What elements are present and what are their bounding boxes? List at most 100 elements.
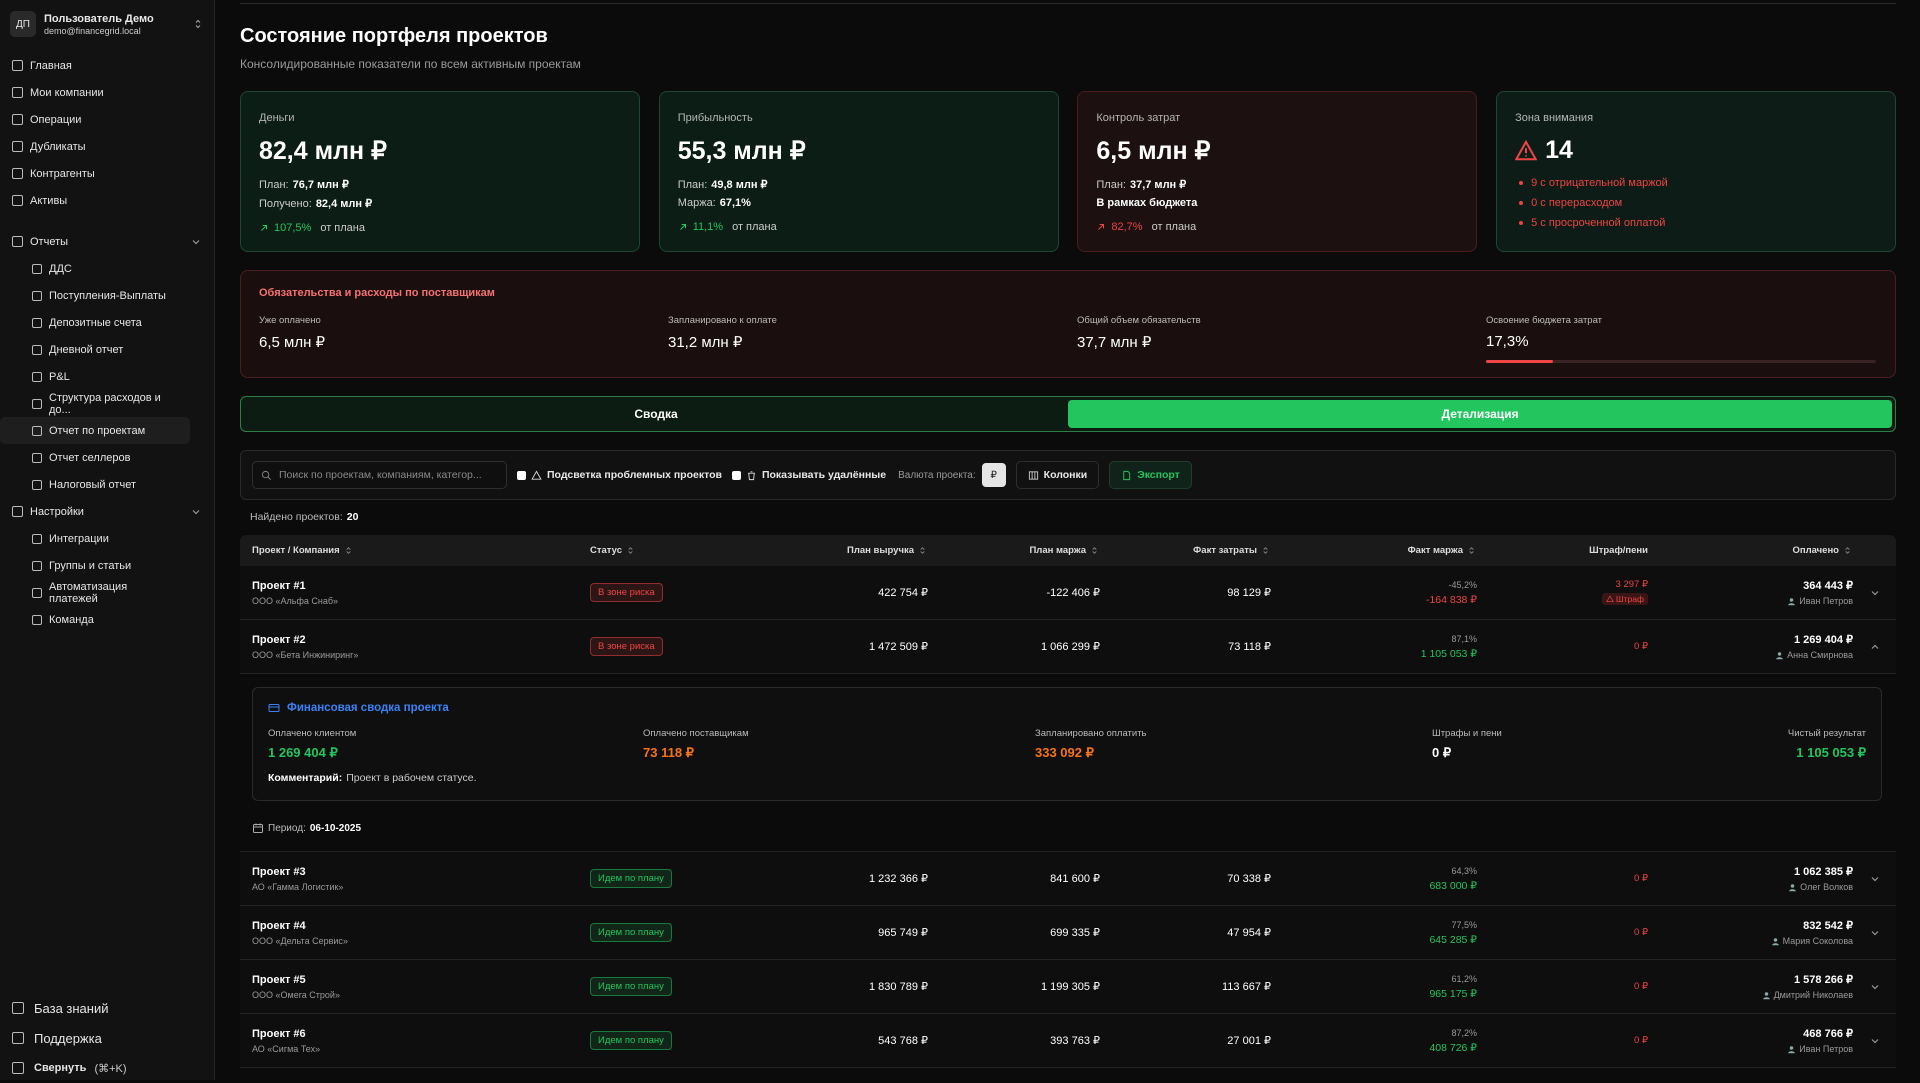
chevron [1871,590,1878,595]
expand-cell[interactable] [1853,981,1896,993]
column-header[interactable]: Факт маржа [1271,545,1477,556]
project-cell: Проект #3 АО «Гамма Логистик» [240,866,590,892]
expand-cell[interactable] [1853,587,1896,599]
trend-arrow [1098,224,1105,230]
checkbox[interactable]: Показывать удалённые [731,469,886,481]
project-cell: Проект #2 ООО «Бета Инжиниринг» [240,634,590,660]
search-input[interactable]: Поиск по проектам, компаниям, категор... [252,461,507,489]
fact-costs: 73 118 ₽ [1228,641,1271,653]
nav-subitem[interactable]: Интеграции [0,525,190,552]
metric-value: 17,3% [1486,333,1529,350]
expand-cell[interactable] [1853,1035,1896,1047]
paid: 1 062 385 ₽ [1794,866,1853,878]
footer-item[interactable]: Свернуть (⌘+K) [0,1053,214,1083]
nav-label: Группы и статьи [49,559,132,572]
column-header[interactable]: Статус [590,545,790,556]
paid-cell: 1 578 266 ₽ Дмитрий Николаев [1648,973,1853,1000]
summary-title: Финансовая сводка проекта [268,702,449,714]
manager: Иван Петров [1648,596,1853,606]
trend-arrow [679,224,686,230]
nav-item[interactable]: Мои компании [0,79,214,106]
nav-item[interactable]: Активы [0,187,214,214]
value-text: 14 [1545,136,1573,164]
export-button[interactable]: Экспорт [1109,461,1192,489]
nav-item[interactable]: Главная [0,52,214,79]
status-badge: Идем по плану [590,869,672,888]
nav-icon [32,398,42,409]
nav-subitem[interactable]: P&L [0,363,190,390]
nav-subitem[interactable]: Команда [0,606,190,633]
checkbox[interactable]: Подсветка проблемных проектов [517,469,722,481]
found-count: Найдено проектов: 20 [250,511,358,523]
table-row[interactable]: Проект #5 ООО «Омега Строй» Идем по плану 1… [240,960,1896,1014]
expand-cell[interactable] [1853,927,1896,939]
nav-subitem[interactable]: Автоматизация платежей [0,579,190,606]
period: Период: 06-10-2025 [252,822,361,834]
button-label: Экспорт [1137,469,1180,481]
table-row[interactable]: Проект #4 ООО «Дельта Сервис» Идем по план… [240,906,1896,960]
manager: Олег Волков [1648,882,1853,892]
table-row[interactable]: Проект #6 АО «Сигма Тех» Идем по плану 543 … [240,1014,1896,1068]
obligation-metric: Уже оплачено 6,5 млн ₽ [259,315,649,351]
expand-cell[interactable] [1853,873,1896,885]
table-row[interactable]: Проект #2 ООО «Бета Инжиниринг» В зоне рис… [240,620,1896,674]
summary-item: Чистый результат 1 105 053 ₽ [1788,728,1866,761]
nav-subitem[interactable]: Отчет по проектам [0,417,190,444]
nav-item[interactable]: Дубликаты [0,133,214,160]
bullet [1519,221,1524,225]
nav-subitem[interactable]: Группы и статьи [0,552,190,579]
fact-costs: 70 338 ₽ [1227,873,1271,885]
nav-icon [12,60,23,71]
table-row[interactable]: Проект #3 АО «Гамма Логистик» Идем по план… [240,852,1896,906]
nav-subitem[interactable]: Депозитные счета [0,309,190,336]
margin-pct: 64,3% [1451,865,1477,876]
person-icon [1776,651,1784,659]
header-label: Оплачено [1792,545,1839,556]
column-header[interactable]: Оплачено [1648,545,1853,556]
column-header[interactable]: Проект / Компания [240,545,590,556]
status-cell: В зоне риска [590,583,790,602]
paid: 1 269 404 ₽ [1794,634,1853,646]
column-header[interactable]: Факт затраты [1100,545,1271,556]
nav-group[interactable]: Отчеты [0,228,214,255]
nav-subitem[interactable]: Структура расходов и до... [0,390,190,417]
value-text: 55,3 млн ₽ [677,137,806,165]
project-name: Проект #4 [252,919,306,932]
fact-margin-cell: 64,3% 683 000 ₽ [1271,866,1477,892]
tab[interactable]: Сводка [634,407,678,421]
user-email: demo@financegrid.local [44,25,141,36]
column-header[interactable]: План маржа [928,545,1100,556]
footer-label: Поддержка [34,1030,102,1046]
status-badge: Идем по плану [590,977,672,996]
card-label: Прибыльность [677,112,753,124]
nav-group[interactable]: Настройки [0,498,214,525]
nav-subitem[interactable]: Отчет селлеров [0,444,190,471]
status-cell: Идем по плану [590,1031,790,1050]
line-label: Получено: [259,198,312,210]
nav-label: Автоматизация платежей [49,580,128,605]
plan-margin: 841 600 ₽ [1050,873,1100,885]
currency-button[interactable]: ₽ [981,463,1006,487]
nav-item[interactable]: Операции [0,106,214,133]
nav-item[interactable]: Контрагенты [0,160,214,187]
nav-subitem[interactable]: Поступления-Выплаты [0,282,190,309]
table-row[interactable]: Проект #1 ООО «Альфа Снаб» В зоне риска 422… [240,566,1896,620]
nav-subitem[interactable]: Дневной отчет [0,336,190,363]
user-block[interactable]: ДП Пользователь Демо demo@financegrid.loca… [0,0,214,48]
column-header[interactable]: План выручка [790,545,928,556]
status-cell: Идем по плану [590,977,790,996]
footer-item[interactable]: База знаний [0,993,214,1023]
company-name: АО «Сигма Тех» [252,1043,321,1054]
tab[interactable]: Детализация [1068,400,1892,428]
manager-name: Иван Петров [1799,596,1853,606]
nav-subitem[interactable]: ДДС [0,255,190,282]
footer-item[interactable]: Поддержка [0,1023,214,1053]
bullet [1519,201,1524,205]
penalty-cell: 0 ₽ [1477,873,1648,884]
item-value: 0 ₽ [1432,745,1452,760]
columns-button[interactable]: Колонки [1015,461,1100,489]
nav-subitem[interactable]: Налоговый отчет [0,471,190,498]
nav-label: Активы [30,194,68,207]
expand-cell[interactable] [1853,641,1896,653]
sort-icon [346,547,351,554]
